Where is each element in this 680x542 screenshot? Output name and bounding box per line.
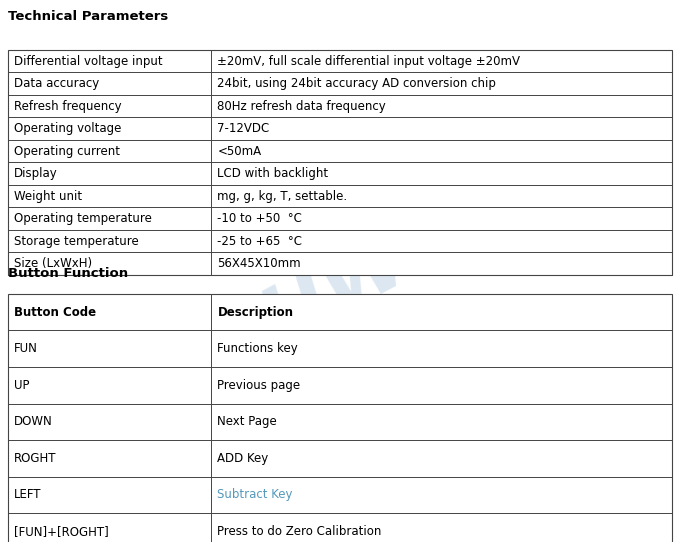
Text: Operating voltage: Operating voltage: [14, 122, 121, 135]
Text: -10 to +50  °C: -10 to +50 °C: [218, 212, 302, 225]
Bar: [8, 50, 672, 275]
Text: Data accuracy: Data accuracy: [14, 77, 99, 90]
Text: Subtract Key: Subtract Key: [218, 488, 293, 501]
Text: -25 to +65  °C: -25 to +65 °C: [218, 235, 303, 248]
Text: Description: Description: [218, 306, 293, 319]
Text: Technical Parameters: Technical Parameters: [8, 10, 169, 23]
Text: Operating current: Operating current: [14, 145, 120, 158]
Text: UP: UP: [14, 379, 29, 392]
Text: 7-12VDC: 7-12VDC: [218, 122, 270, 135]
Text: 56X45X10mm: 56X45X10mm: [218, 257, 301, 270]
Text: Refresh frequency: Refresh frequency: [14, 100, 121, 113]
Text: LCD with backlight: LCD with backlight: [218, 167, 328, 180]
Text: mg, g, kg, T, settable.: mg, g, kg, T, settable.: [218, 190, 347, 203]
Text: Weight unit: Weight unit: [14, 190, 82, 203]
Text: Next Page: Next Page: [218, 415, 277, 428]
Text: [FUN]+[ROGHT]: [FUN]+[ROGHT]: [14, 525, 108, 538]
Text: FUN: FUN: [14, 342, 37, 355]
Text: Storage temperature: Storage temperature: [14, 235, 138, 248]
Text: Operating temperature: Operating temperature: [14, 212, 152, 225]
Text: 80Hz refresh data frequency: 80Hz refresh data frequency: [218, 100, 386, 113]
Text: ADD Key: ADD Key: [218, 452, 269, 465]
Text: ROGHT: ROGHT: [14, 452, 56, 465]
Text: CHWIN: CHWIN: [197, 174, 510, 390]
Text: ±20mV, full scale differential input voltage ±20mV: ±20mV, full scale differential input vol…: [218, 55, 520, 68]
Text: Button Code: Button Code: [14, 306, 96, 319]
Text: Functions key: Functions key: [218, 342, 298, 355]
Text: LEFT: LEFT: [14, 488, 41, 501]
Text: Size (LxWxH): Size (LxWxH): [14, 257, 92, 270]
Text: DOWN: DOWN: [14, 415, 52, 428]
Text: <50mA: <50mA: [218, 145, 262, 158]
Text: Differential voltage input: Differential voltage input: [14, 55, 163, 68]
Text: Button Function: Button Function: [8, 267, 129, 280]
Text: Previous page: Previous page: [218, 379, 301, 392]
Text: 24bit, using 24bit accuracy AD conversion chip: 24bit, using 24bit accuracy AD conversio…: [218, 77, 496, 90]
Text: Display: Display: [14, 167, 57, 180]
Text: Press to do Zero Calibration: Press to do Zero Calibration: [218, 525, 381, 538]
Bar: [8, 294, 672, 542]
